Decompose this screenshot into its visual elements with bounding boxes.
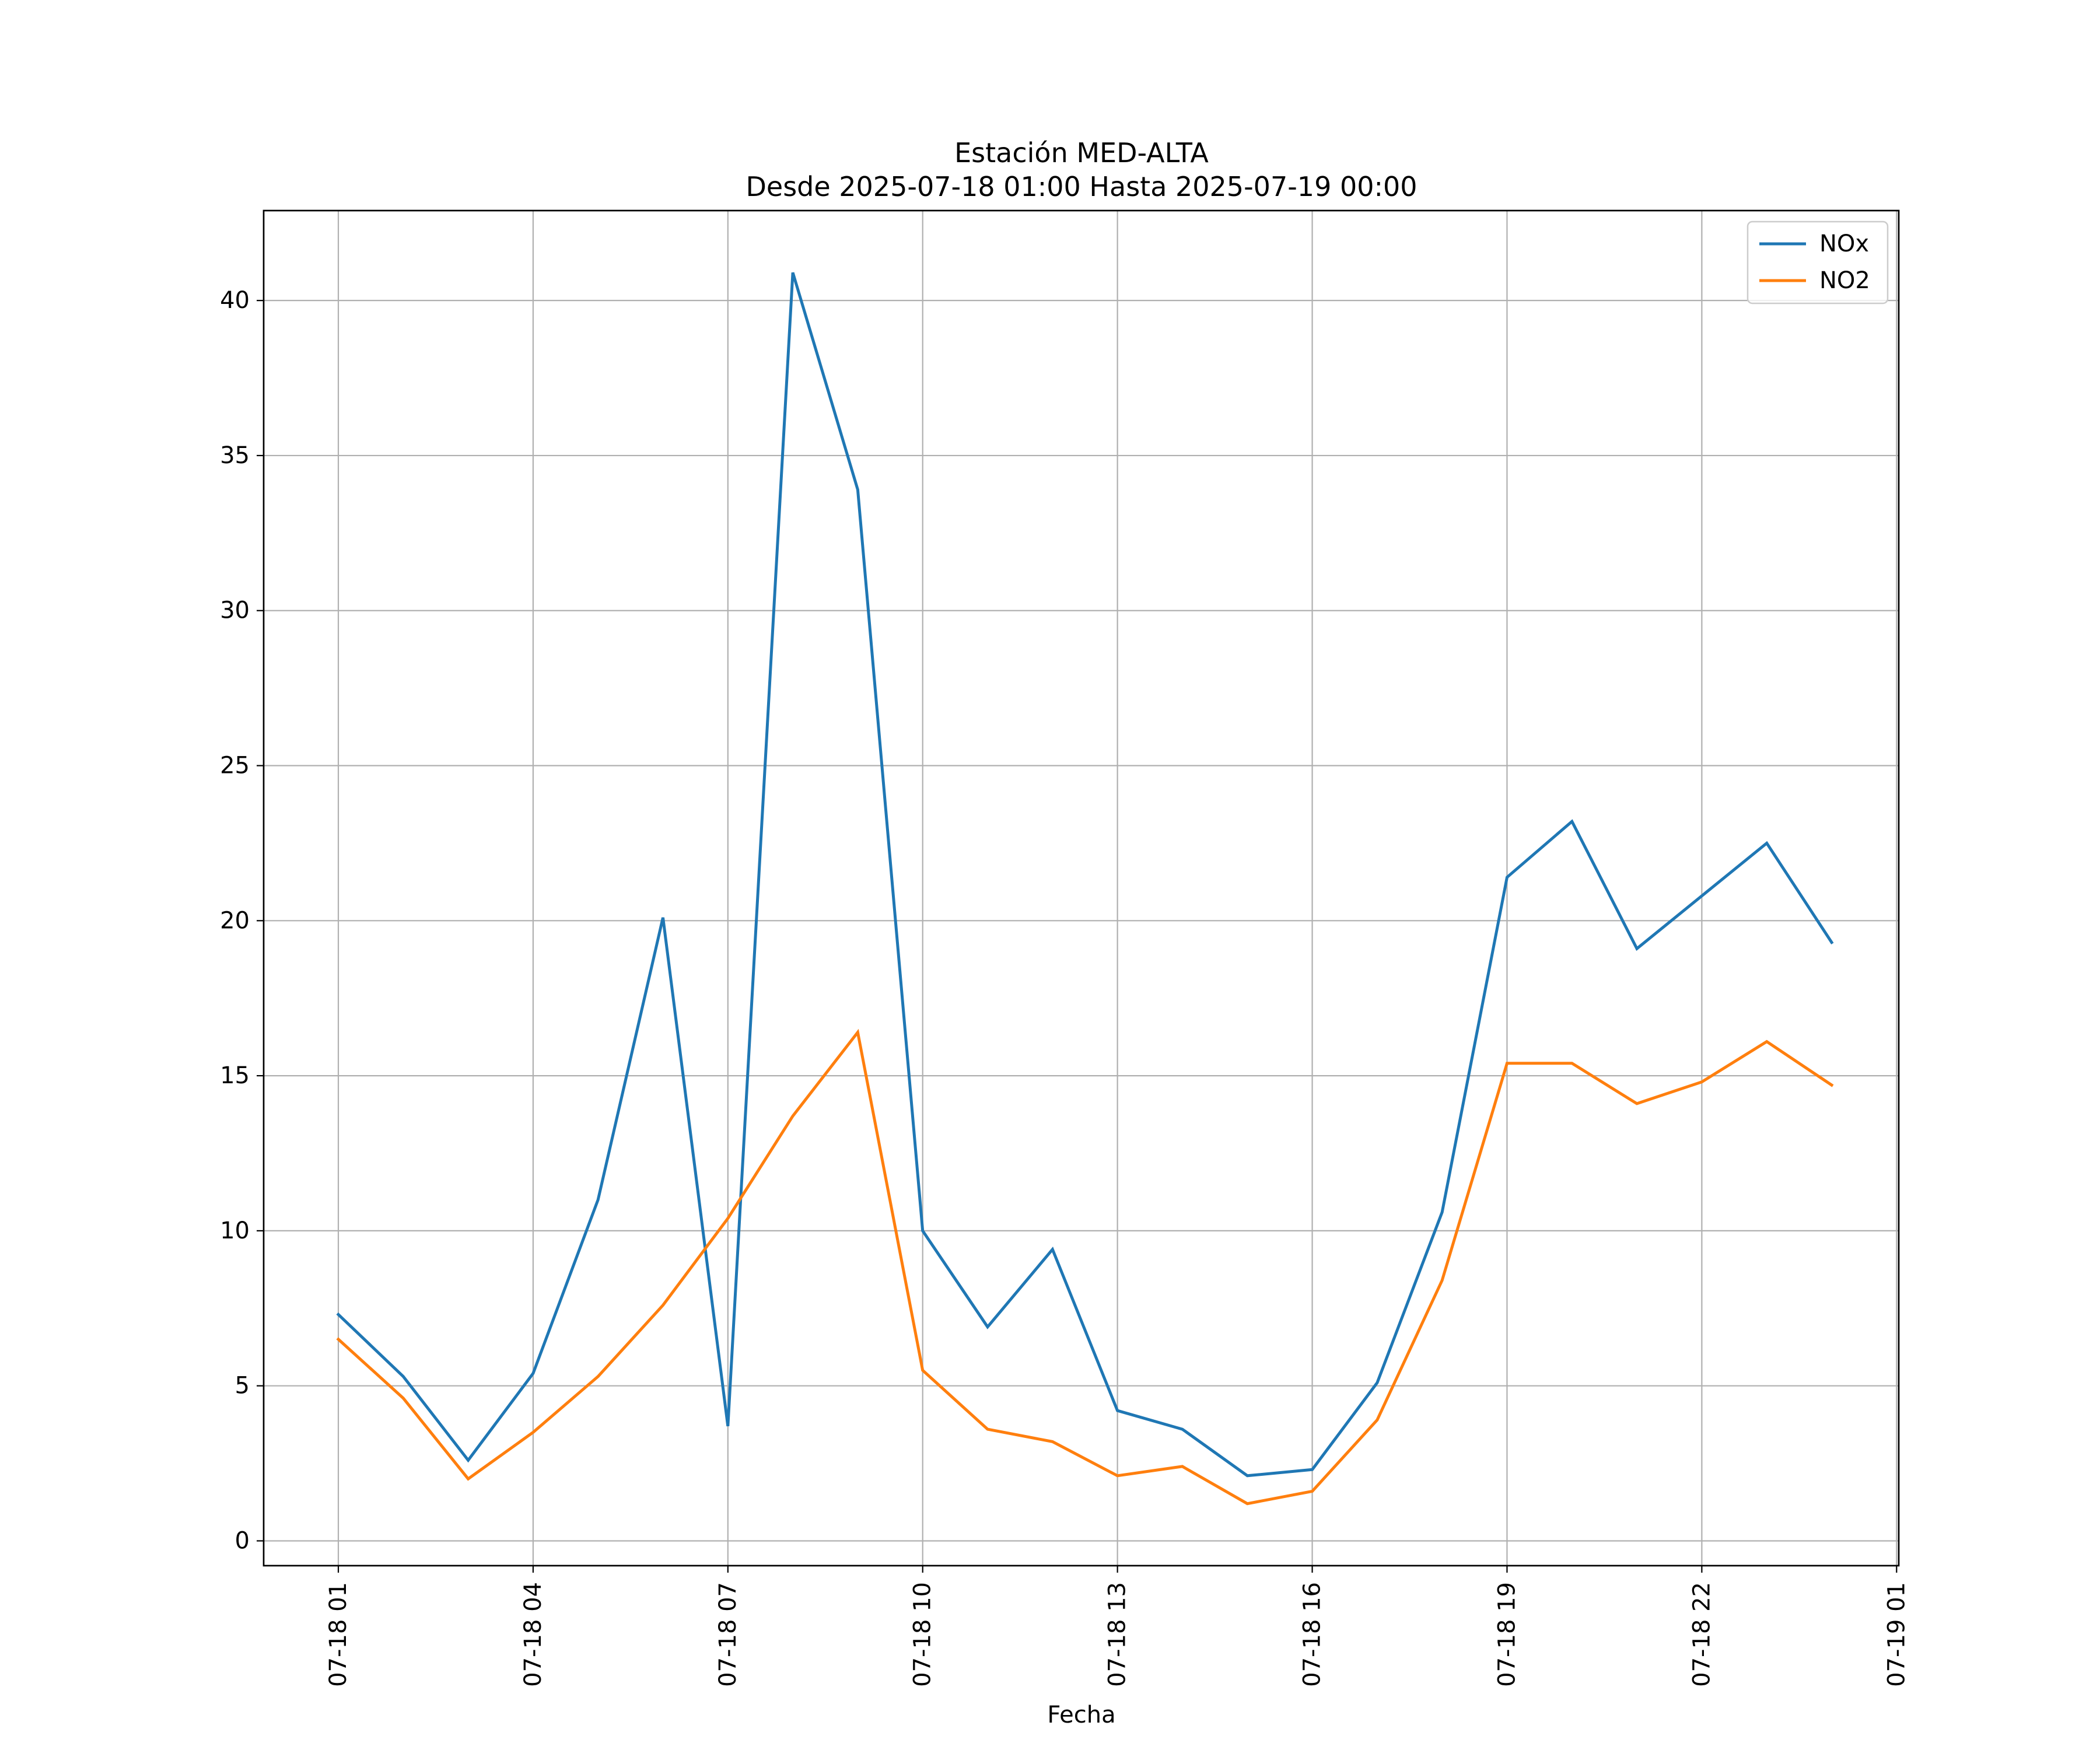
legend-box xyxy=(1746,220,1889,304)
x-axis-label: Fecha xyxy=(1047,1702,1115,1728)
legend-label-nox: NOx xyxy=(1819,230,1869,257)
chart-title: Estación MED-ALTA xyxy=(954,137,1209,169)
x-tick-label: 07-18 16 xyxy=(1299,1582,1326,1687)
series-lines xyxy=(336,272,1834,1506)
series-line-no2 xyxy=(336,1028,1834,1506)
x-axis: 07-18 01 07-18 04 07-18 07 07-18 10 07-18 13… xyxy=(325,1566,1910,1687)
series-line-nox xyxy=(336,272,1834,1478)
y-tick-label: 15 xyxy=(220,1062,250,1089)
legend: NOx NO2 xyxy=(1746,220,1889,304)
x-tick-label: 07-18 19 xyxy=(1493,1582,1520,1687)
y-tick-label: 35 xyxy=(220,442,250,469)
chart-subtitle: Desde 2025-07-18 01:00 Hasta 2025-07-19 … xyxy=(746,171,1417,202)
plot-frame xyxy=(262,209,1900,1567)
y-tick-label: 20 xyxy=(220,907,250,934)
y-axis: 0 5 10 15 20 25 30 35 40 xyxy=(220,287,264,1554)
y-tick-label: 40 xyxy=(220,287,250,314)
grid xyxy=(264,211,1899,1566)
x-tick-label: 07-18 07 xyxy=(715,1582,741,1687)
x-tick-label: 07-18 22 xyxy=(1688,1582,1715,1687)
y-tick-label: 10 xyxy=(220,1217,250,1244)
x-tick-label: 07-18 10 xyxy=(909,1582,936,1687)
y-tick-label: 25 xyxy=(220,752,250,779)
x-tick-label: 07-19 01 xyxy=(1883,1582,1910,1687)
x-tick-label: 07-18 04 xyxy=(520,1582,547,1687)
y-tick-label: 0 xyxy=(235,1527,250,1554)
y-tick-label: 30 xyxy=(220,597,250,624)
y-tick-label: 5 xyxy=(235,1373,250,1399)
x-tick-label: 07-18 01 xyxy=(325,1582,352,1687)
legend-label-no2: NO2 xyxy=(1819,267,1870,294)
x-tick-label: 07-18 13 xyxy=(1104,1582,1131,1687)
